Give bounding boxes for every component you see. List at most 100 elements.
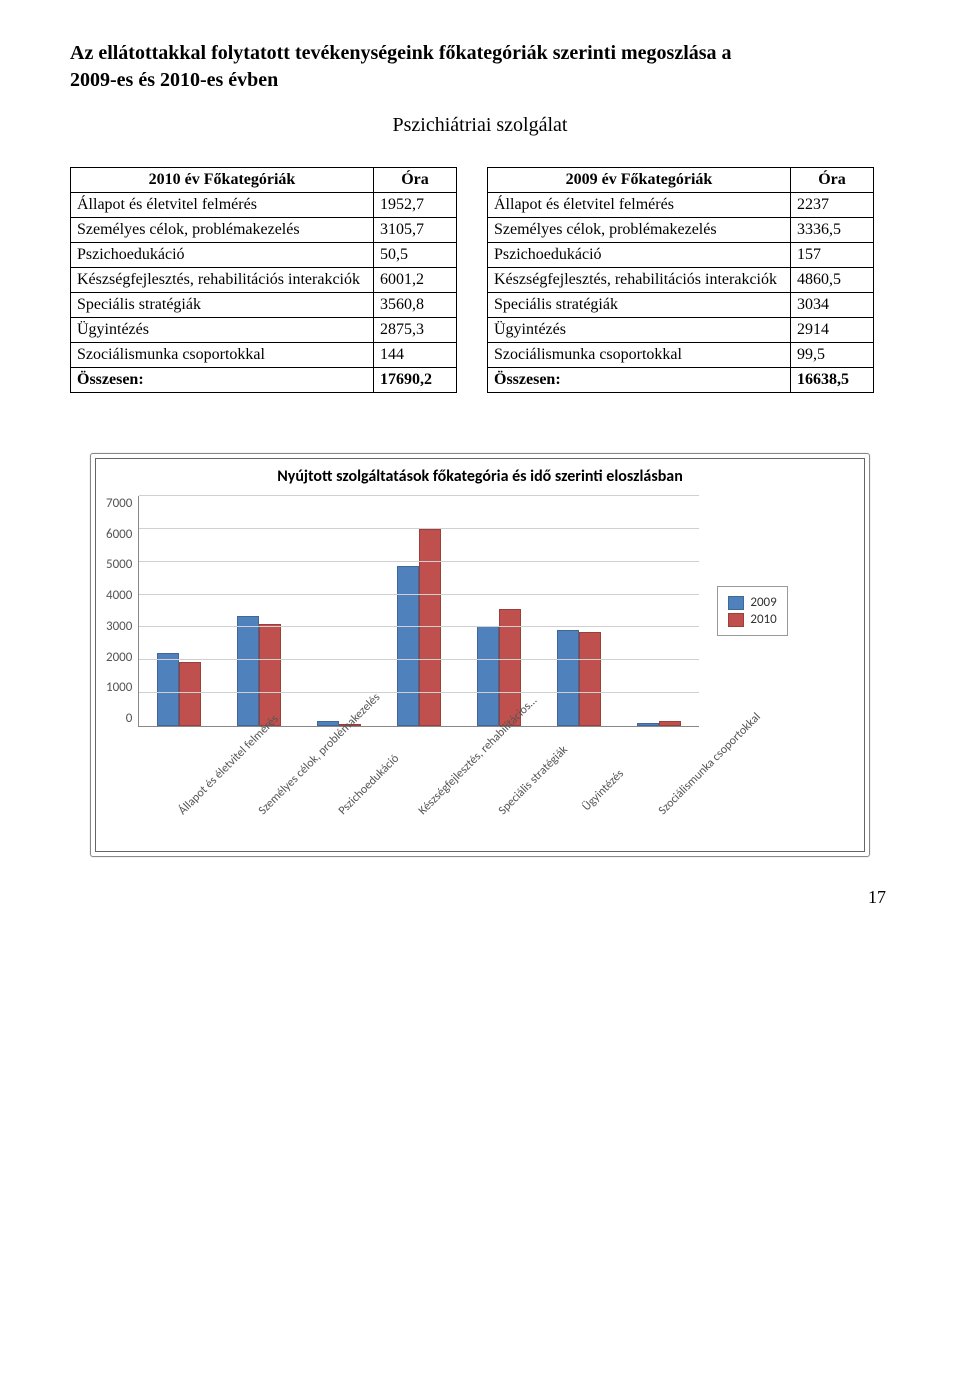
chart-plot-area <box>138 496 699 727</box>
bar-group <box>150 653 208 727</box>
table-row: Személyes célok, problémakezelés3105,7 <box>71 218 457 243</box>
cell-value: 99,5 <box>791 343 874 368</box>
y-tick-label: 7000 <box>106 496 132 511</box>
header-year-2009: 2009 év Főkategóriák <box>488 168 791 193</box>
legend-item: 2009 <box>728 595 776 610</box>
grid-line <box>139 594 699 595</box>
cell-value: 1952,7 <box>374 193 457 218</box>
cell-label: Speciális stratégiák <box>71 293 374 318</box>
cell-label: Ügyintézés <box>488 318 791 343</box>
cell-value: 157 <box>791 243 874 268</box>
cell-label: Ügyintézés <box>71 318 374 343</box>
title-line-2: 2009-es és 2010-es évben <box>70 69 278 91</box>
cell-label: Szociálismunka csoportokkal <box>71 343 374 368</box>
cell-value: 3336,5 <box>791 218 874 243</box>
table-total-row: Összesen:17690,2 <box>71 368 457 393</box>
grid-line <box>139 626 699 627</box>
bar <box>397 566 419 726</box>
legend-swatch <box>728 613 744 627</box>
total-value: 16638,5 <box>791 368 874 393</box>
cell-label: Pszichoedukáció <box>71 243 374 268</box>
total-value: 17690,2 <box>374 368 457 393</box>
table-header-row: 2009 év Főkategóriák Óra <box>488 168 874 193</box>
cell-label: Állapot és életvitel felmérés <box>488 193 791 218</box>
bar <box>477 626 499 726</box>
bar-group <box>630 721 688 726</box>
table-2009: 2009 év Főkategóriák Óra Állapot és élet… <box>487 167 874 393</box>
bar-group <box>550 630 608 726</box>
tables-row: 2010 év Főkategóriák Óra Állapot és élet… <box>70 167 890 393</box>
legend-label: 2010 <box>750 612 776 627</box>
table-header-row: 2010 év Főkategóriák Óra <box>71 168 457 193</box>
bar <box>659 721 681 726</box>
grid-line <box>139 561 699 562</box>
table-row: Pszichoedukáció50,5 <box>71 243 457 268</box>
table-row: Készségfejlesztés, rehabilitációs intera… <box>71 268 457 293</box>
chart-x-axis: Állapot és életvitel felmérésSzemélyes c… <box>140 727 700 847</box>
table-row: Speciális stratégiák3034 <box>488 293 874 318</box>
y-tick-label: 2000 <box>106 650 132 665</box>
cell-label: Speciális stratégiák <box>488 293 791 318</box>
y-tick-label: 3000 <box>106 619 132 634</box>
cell-value: 144 <box>374 343 457 368</box>
y-tick-label: 6000 <box>106 527 132 542</box>
title-line-1: Az ellátottakkal folytatott tevékenysége… <box>70 42 732 64</box>
table-row: Állapot és életvitel felmérés2237 <box>488 193 874 218</box>
bar <box>637 723 659 726</box>
grid-line <box>139 659 699 660</box>
chart-box: Nyújtott szolgáltatások főkategória és i… <box>95 458 865 852</box>
bar <box>237 616 259 726</box>
bar <box>179 662 201 726</box>
table-row: Pszichoedukáció157 <box>488 243 874 268</box>
cell-value: 2914 <box>791 318 874 343</box>
y-tick-label: 5000 <box>106 557 132 572</box>
cell-label: Szociálismunka csoportokkal <box>488 343 791 368</box>
cell-value: 3105,7 <box>374 218 457 243</box>
y-tick-label: 1000 <box>106 680 132 695</box>
cell-value: 3560,8 <box>374 293 457 318</box>
cell-label: Készségfejlesztés, rehabilitációs intera… <box>71 268 374 293</box>
total-label: Összesen: <box>488 368 791 393</box>
table-row: Ügyintézés2914 <box>488 318 874 343</box>
subtitle: Pszichiátriai szolgálat <box>70 114 890 137</box>
cell-label: Készségfejlesztés, rehabilitációs intera… <box>488 268 791 293</box>
cell-value: 2875,3 <box>374 318 457 343</box>
total-label: Összesen: <box>71 368 374 393</box>
cell-label: Személyes célok, problémakezelés <box>488 218 791 243</box>
table-row: Készségfejlesztés, rehabilitációs intera… <box>488 268 874 293</box>
legend-item: 2010 <box>728 612 776 627</box>
legend-swatch <box>728 596 744 610</box>
grid-line <box>139 692 699 693</box>
bar <box>157 653 179 727</box>
y-tick-label: 4000 <box>106 588 132 603</box>
table-row: Személyes célok, problémakezelés3336,5 <box>488 218 874 243</box>
table-row: Szociálismunka csoportokkal99,5 <box>488 343 874 368</box>
chart-container: Nyújtott szolgáltatások főkategória és i… <box>90 453 870 857</box>
table-row: Állapot és életvitel felmérés1952,7 <box>71 193 457 218</box>
grid-line <box>139 528 699 529</box>
cell-label: Pszichoedukáció <box>488 243 791 268</box>
cell-value: 3034 <box>791 293 874 318</box>
bar <box>259 624 281 726</box>
chart-title: Nyújtott szolgáltatások főkategória és i… <box>106 467 854 486</box>
legend-label: 2009 <box>750 595 776 610</box>
bar <box>557 630 579 726</box>
bar <box>317 721 339 726</box>
table-2010: 2010 év Főkategóriák Óra Állapot és élet… <box>70 167 457 393</box>
cell-value: 4860,5 <box>791 268 874 293</box>
table-row: Ügyintézés2875,3 <box>71 318 457 343</box>
bar <box>579 632 601 726</box>
cell-value: 50,5 <box>374 243 457 268</box>
cell-value: 2237 <box>791 193 874 218</box>
page-number: 17 <box>70 887 890 908</box>
cell-label: Személyes célok, problémakezelés <box>71 218 374 243</box>
header-val-2010: Óra <box>374 168 457 193</box>
header-val-2009: Óra <box>791 168 874 193</box>
cell-value: 6001,2 <box>374 268 457 293</box>
cell-label: Állapot és életvitel felmérés <box>71 193 374 218</box>
y-tick-label: 0 <box>126 711 133 726</box>
table-total-row: Összesen:16638,5 <box>488 368 874 393</box>
page-title: Az ellátottakkal folytatott tevékenysége… <box>70 40 890 94</box>
bar-group <box>230 616 288 726</box>
table-row: Speciális stratégiák3560,8 <box>71 293 457 318</box>
